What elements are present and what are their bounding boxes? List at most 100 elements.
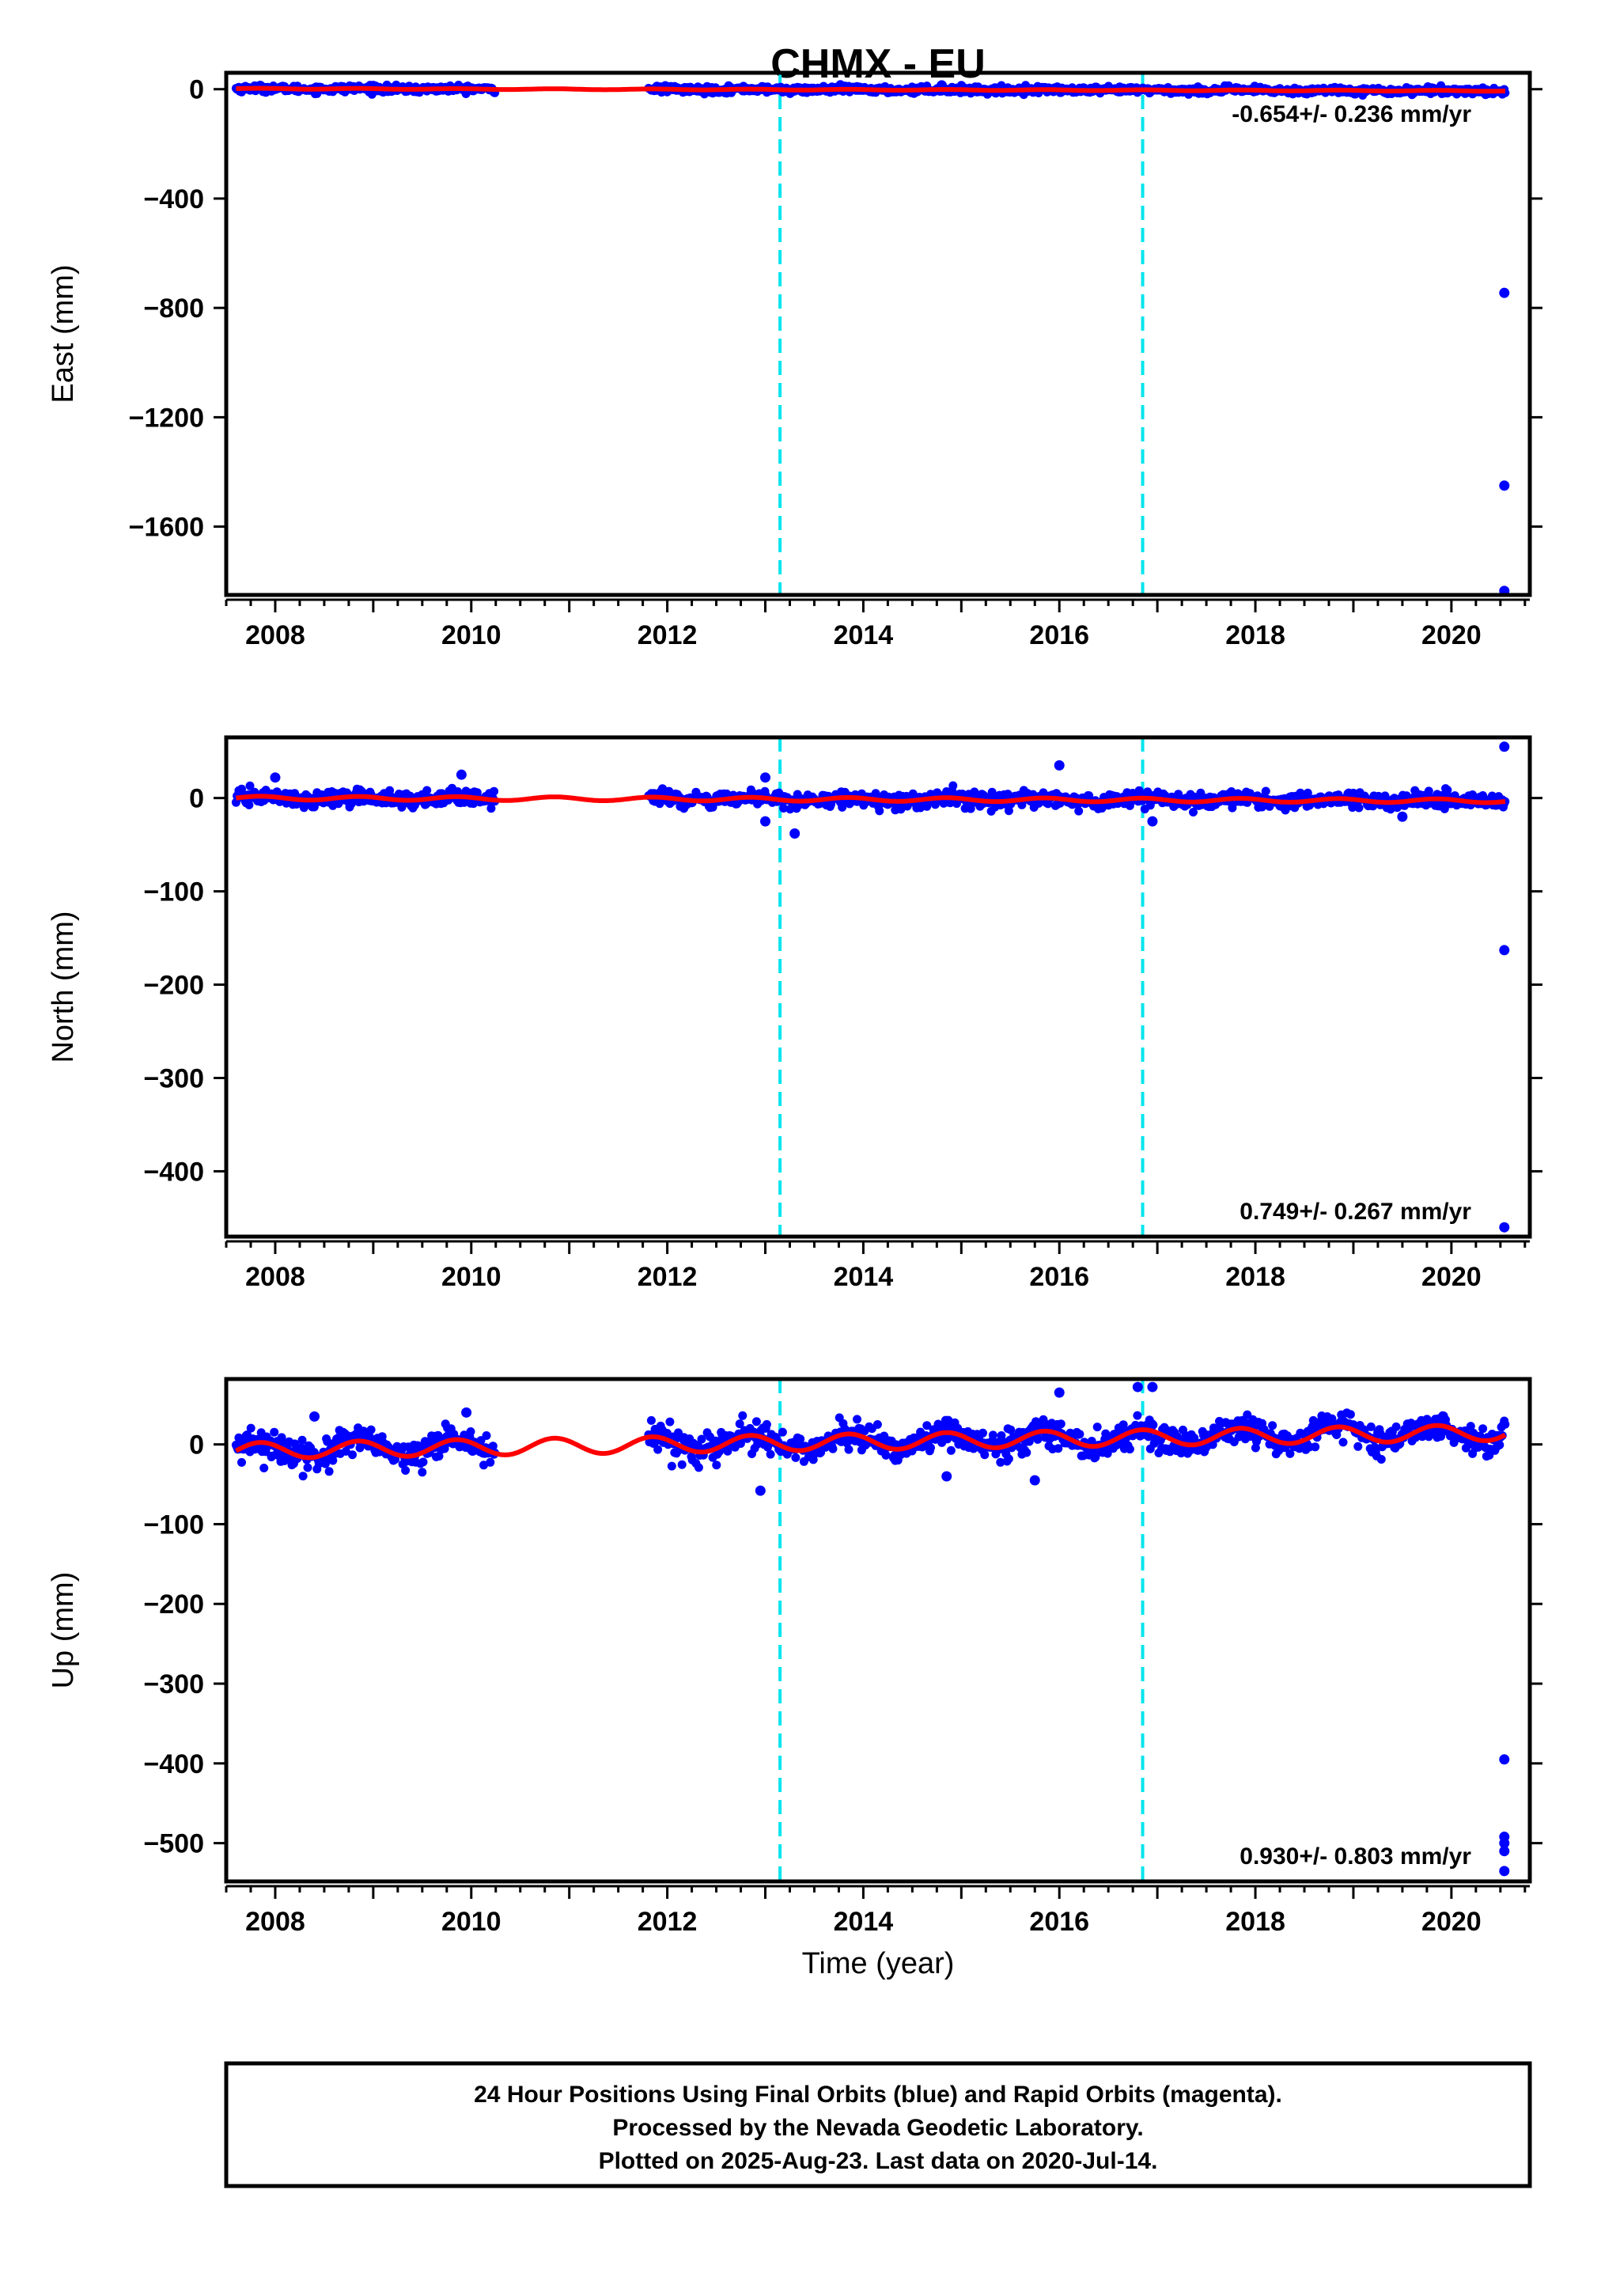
x-tick-label-east-2020: 2020 [1421,620,1482,650]
y-tick-label-north--400: −400 [143,1157,204,1187]
data-point-north-1117 [1424,786,1433,796]
data-point-up-772 [1103,1449,1112,1458]
data-point-up-364 [723,1446,732,1456]
data-point-up-804 [1133,1411,1142,1420]
data-point-up-1193 [1495,1440,1504,1449]
outlier-point-north-2 [1499,945,1510,956]
data-point-up-1033 [1346,1410,1355,1419]
data-point-up-333 [694,1463,703,1472]
data-point-north-987 [1303,788,1312,798]
velocity-text-up: 0.930+/- 0.803 mm/yr [1240,1843,1471,1870]
y-axis-label-north: North (mm) [47,911,80,1063]
data-point-up-742 [1075,1430,1084,1439]
data-point-up-406 [762,1419,771,1429]
data-point-up-755 [1087,1437,1096,1445]
panel-north: 2008 2010 2012 2014 2016 2018 2020 0 −100 −200 −30… [47,735,1542,1292]
footer-line-3: Plotted on 2025-Aug-23. Last data on 202… [599,2148,1158,2174]
outlier-point-up-1 [1499,1754,1510,1765]
outlier-point-up-11 [1147,1381,1158,1392]
data-point-up-719 [1054,1444,1063,1453]
outlier-point-north-10 [1147,816,1158,827]
x-tick-label-up-2020: 2020 [1421,1907,1482,1937]
data-point-up-638 [978,1428,987,1438]
data-point-up-697 [1033,1434,1043,1444]
data-point-up-269 [482,1431,491,1440]
data-point-up-6 [237,1457,246,1467]
outlier-point-up-6 [309,1411,320,1422]
data-point-up-104 [328,1456,338,1465]
data-point-north-205 [422,786,432,795]
data-point-up-1041 [1353,1442,1363,1451]
data-point-up-16 [246,1423,255,1433]
x-tick-label-north-2020: 2020 [1421,1262,1482,1292]
data-point-up-789 [1118,1420,1128,1430]
data-point-up-145 [366,1425,376,1434]
data-point-north-1137 [1443,786,1452,795]
data-point-up-72 [298,1472,308,1481]
velocity-text-north: 0.749+/- 0.267 mm/yr [1240,1199,1471,1225]
velocity-text-east: -0.654+/- 0.236 mm/yr [1232,101,1471,127]
y-tick-label-east--400: −400 [143,184,204,214]
data-point-up-885 [1208,1440,1217,1449]
data-point-up-604 [946,1445,956,1455]
y-axis-label-east: East (mm) [47,264,80,403]
x-tick-label-east-2018: 2018 [1225,620,1285,650]
data-point-north-15 [245,781,255,790]
data-point-up-503 [853,1415,861,1424]
y-tick-label-east--1600: −1600 [129,513,205,543]
data-point-up-378 [736,1439,745,1448]
chart-title: CHMX - EU [770,41,986,87]
data-point-up-578 [922,1421,932,1430]
data-point-up-525 [872,1420,882,1429]
data-point-up-304 [667,1461,676,1471]
data-point-up-649 [988,1430,997,1440]
outlier-point-east-1 [1499,287,1510,298]
data-point-up-796 [1125,1445,1134,1454]
outlier-point-north-6 [760,772,771,783]
data-point-up-182 [401,1466,411,1475]
plot-area-north [231,737,1510,1237]
data-point-up-1082 [1391,1422,1401,1431]
x-tick-label-north-2012: 2012 [638,1262,698,1292]
data-point-up-1025 [1338,1438,1348,1447]
footer-line-1: 24 Hour Positions Using Final Orbits (bl… [474,2082,1282,2108]
panel-frame-north [224,735,1532,1239]
data-point-up-657 [996,1457,1005,1467]
data-point-up-276 [488,1442,498,1451]
y-tick-label-north-0: 0 [189,784,204,814]
outlier-point-up-10 [1132,1381,1143,1392]
data-point-north-527 [875,806,884,816]
data-point-up-352 [712,1461,721,1470]
y-tick-label-up--200: −200 [143,1589,204,1620]
data-point-up-1130 [1436,1432,1446,1441]
data-point-up-41 [270,1427,279,1437]
data-point-up-668 [1006,1425,1016,1434]
y-tick-label-north--300: −300 [143,1063,204,1093]
outlier-point-north-11 [1397,811,1408,822]
data-point-north-606 [948,781,958,790]
outlier-point-east-2 [1499,480,1510,491]
data-point-up-200 [418,1468,427,1477]
data-point-up-995 [1311,1442,1320,1452]
data-point-north-14 [244,800,254,809]
data-point-up-494 [844,1445,853,1454]
x-tick-label-east-2010: 2010 [441,620,501,650]
data-point-up-722 [1056,1419,1065,1429]
outlier-point-north-7 [789,828,800,839]
outlier-point-up-8 [755,1485,766,1496]
panel-up: 2008 2010 2012 2014 2016 2018 2020 0 −100 −200 −30… [47,1377,1542,1937]
data-point-up-1115 [1422,1415,1432,1424]
daily-points-east [231,80,1510,595]
data-point-up-1066 [1376,1455,1386,1464]
model-fit-line-up [235,1423,1507,1461]
outlier-point-east-3 [1499,585,1510,595]
outlier-point-north-1 [1499,741,1510,752]
data-point-up-1162 [1466,1422,1475,1431]
data-point-north-906 [1228,803,1237,813]
data-point-north-942 [1261,786,1270,796]
data-point-up-118 [341,1446,350,1456]
y-tick-label-north--100: −100 [143,877,204,907]
panel-east: 2008 2010 2012 2014 2016 2018 2020 0 −400 −800 −12… [47,70,1542,650]
data-point-up-688 [1024,1437,1034,1446]
